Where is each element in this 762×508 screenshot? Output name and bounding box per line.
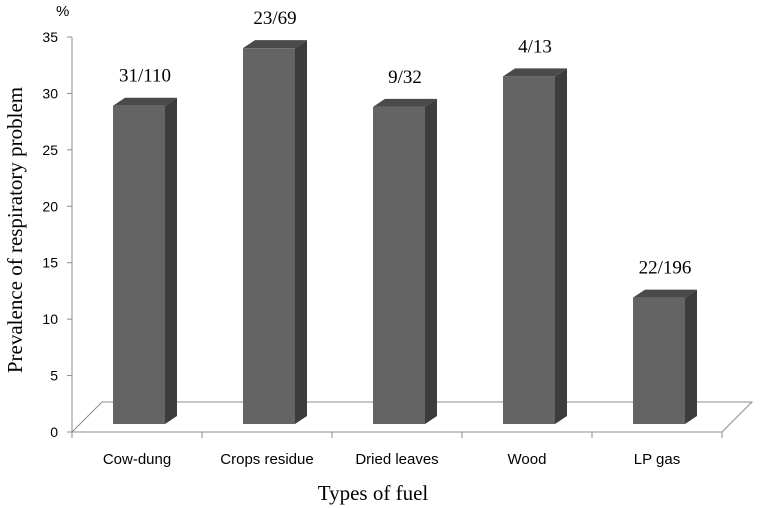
bar-front (243, 48, 295, 424)
y-tick-label: 10 (42, 311, 58, 327)
bar-top (503, 68, 567, 77)
bar-front (503, 76, 555, 425)
bar (503, 68, 567, 425)
bar-data-label: 9/32 (388, 67, 422, 88)
y-tick-label: 35 (42, 29, 58, 45)
bar-top (633, 289, 697, 298)
bar-front (633, 297, 685, 424)
y-tick-label: 20 (42, 198, 58, 214)
x-category-label: Dried leaves (355, 451, 438, 468)
bar-front (373, 106, 425, 424)
x-axis-label: Types of fuel (318, 481, 429, 505)
bar-top (243, 40, 307, 49)
bar-front (113, 105, 165, 424)
x-category-label: Wood (508, 451, 547, 468)
y-axis-unit: % (56, 3, 69, 20)
bar-data-label: 23/69 (253, 8, 296, 29)
bar (243, 40, 307, 424)
y-tick-label: 5 (50, 368, 58, 384)
y-tick-label: 0 (50, 424, 58, 440)
bar-data-label: 31/110 (119, 66, 171, 87)
bar (633, 289, 697, 424)
y-tick-label: 15 (42, 255, 58, 271)
bar (113, 97, 177, 424)
bar-side (425, 98, 437, 424)
y-tick-label: 30 (42, 85, 58, 101)
bar-top (113, 97, 177, 106)
bar-side (685, 289, 697, 424)
bar-data-label: 4/13 (518, 36, 552, 57)
y-axis-label: Prevalence of respiratory problem (3, 87, 27, 373)
bar-side (555, 68, 567, 425)
bar-side (165, 97, 177, 424)
y-tick-label: 25 (42, 142, 58, 158)
x-category-label: Cow-dung (103, 451, 171, 468)
x-category-label: Crops residue (220, 451, 313, 468)
bar-side (295, 40, 307, 424)
x-category-label: LP gas (634, 451, 680, 468)
bar (373, 98, 437, 424)
bar-data-label: 22/196 (639, 258, 692, 279)
bar-top (373, 98, 437, 107)
